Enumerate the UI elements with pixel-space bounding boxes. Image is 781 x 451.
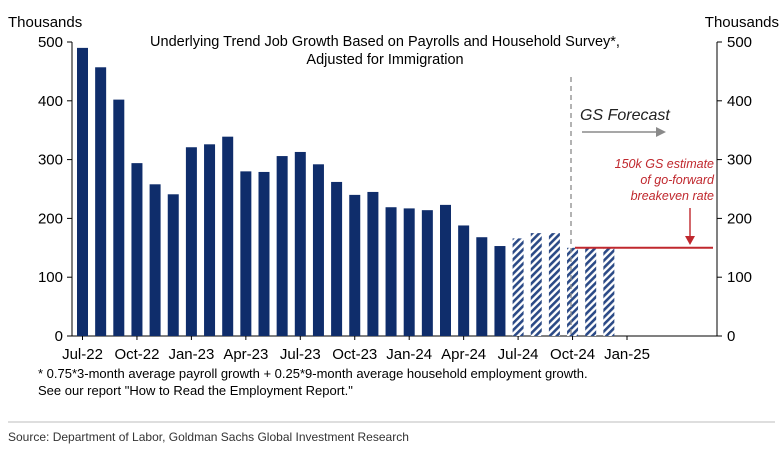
right-y-tick-label: 500 xyxy=(727,34,752,51)
right-y-tick-label: 100 xyxy=(727,269,752,286)
actual-bar xyxy=(403,208,415,336)
annotation-arrow-icon xyxy=(685,208,695,245)
actual-bar xyxy=(185,147,197,336)
forecast-label: GS Forecast xyxy=(580,107,670,124)
actual-bar xyxy=(113,99,125,337)
breakeven-annotation-line-3: breakeven rate xyxy=(631,189,714,203)
forecast-bar xyxy=(548,233,560,336)
chart-title-line-2: Adjusted for Immigration xyxy=(306,52,463,68)
right-y-tick-label: 0 xyxy=(727,328,735,345)
actual-bar xyxy=(421,210,433,336)
forecast-bar xyxy=(585,247,597,336)
actual-bar xyxy=(494,246,506,336)
x-tick-label: Oct-24 xyxy=(550,346,595,363)
x-tick-label: Jan-25 xyxy=(604,346,650,363)
actual-bar xyxy=(167,194,179,336)
actual-bar xyxy=(331,181,343,336)
chart-axes: 0 0 100 100 200 200 300 300 400 400 500 500 Jul-22 Oc… xyxy=(38,34,752,363)
x-tick-label: Jul-22 xyxy=(62,346,103,363)
actual-bar xyxy=(95,67,107,336)
x-tick-label: Jul-24 xyxy=(498,346,539,363)
right-y-tick-label: 400 xyxy=(727,93,752,110)
source-text: Source: Department of Labor, Goldman Sac… xyxy=(8,430,409,444)
actual-bar xyxy=(385,207,397,336)
left-y-tick-label: 100 xyxy=(38,269,63,286)
forecast-bar xyxy=(530,233,542,336)
footnote-line-2: See our report "How to Read the Employme… xyxy=(38,383,353,398)
actual-bar xyxy=(77,47,88,336)
x-tick-label: Jul-23 xyxy=(280,346,321,363)
actual-bar xyxy=(258,171,270,336)
actual-bar xyxy=(312,164,324,336)
actual-bar xyxy=(149,184,161,336)
left-y-tick-label: 300 xyxy=(38,152,63,169)
forecast-bar xyxy=(603,247,615,336)
left-y-tick-label: 200 xyxy=(38,210,63,227)
x-tick-label: Jan-24 xyxy=(386,346,432,363)
x-tick-label: Oct-23 xyxy=(332,346,377,363)
forecast-bar xyxy=(567,247,579,336)
breakeven-annotation-line-1: 150k GS estimate xyxy=(615,157,714,171)
actual-bar xyxy=(222,136,234,336)
right-axis-unit-label: Thousands xyxy=(705,14,779,31)
forecast-arrow-icon xyxy=(582,127,666,137)
right-y-tick-label: 200 xyxy=(727,210,752,227)
breakeven-annotation-line-2: of go-forward xyxy=(640,173,715,187)
x-tick-label: Apr-24 xyxy=(441,346,486,363)
forecast-bar xyxy=(512,238,524,336)
actual-bar xyxy=(367,191,379,336)
actual-bar xyxy=(131,163,143,336)
actual-bar xyxy=(349,194,361,336)
left-y-tick-label: 500 xyxy=(38,34,63,51)
bar-series xyxy=(77,47,615,337)
left-axis-unit-label: Thousands xyxy=(8,14,82,31)
x-tick-label: Jan-23 xyxy=(168,346,214,363)
actual-bar xyxy=(440,204,451,336)
left-y-tick-label: 0 xyxy=(55,328,63,345)
actual-bar xyxy=(204,144,216,336)
chart-title-line-1: Underlying Trend Job Growth Based on Pay… xyxy=(150,34,620,50)
actual-bar xyxy=(276,156,288,336)
actual-bar xyxy=(458,225,470,336)
actual-bar xyxy=(476,237,488,336)
actual-bar xyxy=(294,151,306,336)
x-tick-label: Oct-22 xyxy=(114,346,159,363)
actual-bar xyxy=(240,171,252,336)
footnote-line-1: * 0.75*3-month average payroll growth + … xyxy=(38,366,588,381)
x-tick-label: Apr-23 xyxy=(223,346,268,363)
left-y-tick-label: 400 xyxy=(38,93,63,110)
right-y-tick-label: 300 xyxy=(727,152,752,169)
